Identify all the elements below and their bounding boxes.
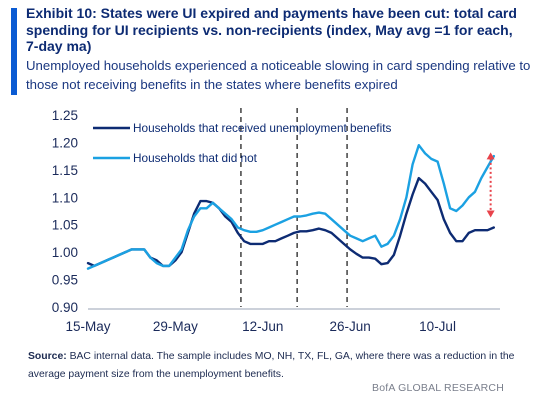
series-line-received [86,176,495,268]
source-text: BAC internal data. The sample includes M… [28,351,515,380]
x-tick-label: 29-May [153,319,198,334]
y-tick-label: 0.90 [52,300,78,315]
series-line-did-not [86,143,495,270]
x-tick-label: 26-Jun [330,319,371,334]
y-tick-label: 1.00 [52,245,78,260]
y-tick-label: 1.25 [52,108,78,123]
annotation-arrow-head-top [486,152,495,160]
x-tick-label: 10-Jul [419,319,456,334]
y-tick-label: 0.95 [52,273,78,288]
x-tick-label: 12-Jun [242,319,283,334]
y-tick-label: 1.20 [52,135,78,150]
title-accent-bar [11,8,17,95]
y-tick-label: 1.05 [52,218,78,233]
chart-subtitle: Unemployed households experienced a noti… [26,58,531,92]
annotation-arrow-head-bottom [486,210,495,218]
line-chart: 0.90 0.95 1.00 1.05 1.10 1.15 1.20 1.25 15-May 29… [52,108,500,334]
legend-label: Households that received unemployment be… [133,121,391,135]
source-note: Source: BAC internal data. The sample in… [28,348,518,384]
legend-label: Households that did not [133,151,258,165]
y-tick-label: 1.15 [52,163,78,178]
source-label: Source: [28,351,67,362]
chart-title: Exhibit 10: States were UI expired and p… [26,5,517,54]
y-tick-label: 1.10 [52,190,78,205]
x-tick-label: 15-May [65,319,110,334]
footer-credit: BofA GLOBAL RESEARCH [372,382,504,394]
